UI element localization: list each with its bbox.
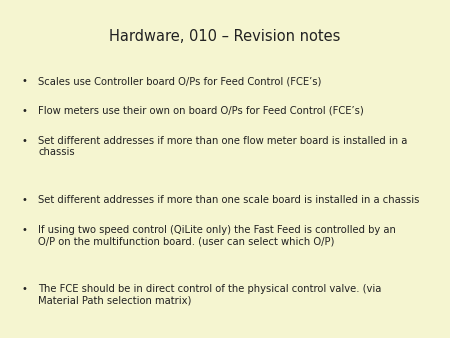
Text: Flow meters use their own on board O/Ps for Feed Control (FCE’s): Flow meters use their own on board O/Ps … bbox=[38, 106, 364, 116]
Text: •: • bbox=[22, 284, 28, 294]
Text: Scales use Controller board O/Ps for Feed Control (FCE’s): Scales use Controller board O/Ps for Fee… bbox=[38, 76, 322, 86]
Text: •: • bbox=[22, 195, 28, 205]
Text: Hardware, 010 – Revision notes: Hardware, 010 – Revision notes bbox=[109, 29, 341, 44]
Text: •: • bbox=[22, 225, 28, 235]
Text: The FCE should be in direct control of the physical control valve. (via
Material: The FCE should be in direct control of t… bbox=[38, 284, 382, 306]
Text: If using two speed control (QiLite only) the Fast Feed is controlled by an
O/P o: If using two speed control (QiLite only)… bbox=[38, 225, 396, 246]
Text: •: • bbox=[22, 106, 28, 116]
Text: •: • bbox=[22, 136, 28, 146]
Text: Set different addresses if more than one flow meter board is installed in a
chas: Set different addresses if more than one… bbox=[38, 136, 408, 157]
Text: Set different addresses if more than one scale board is installed in a chassis: Set different addresses if more than one… bbox=[38, 195, 419, 205]
Text: •: • bbox=[22, 76, 28, 86]
